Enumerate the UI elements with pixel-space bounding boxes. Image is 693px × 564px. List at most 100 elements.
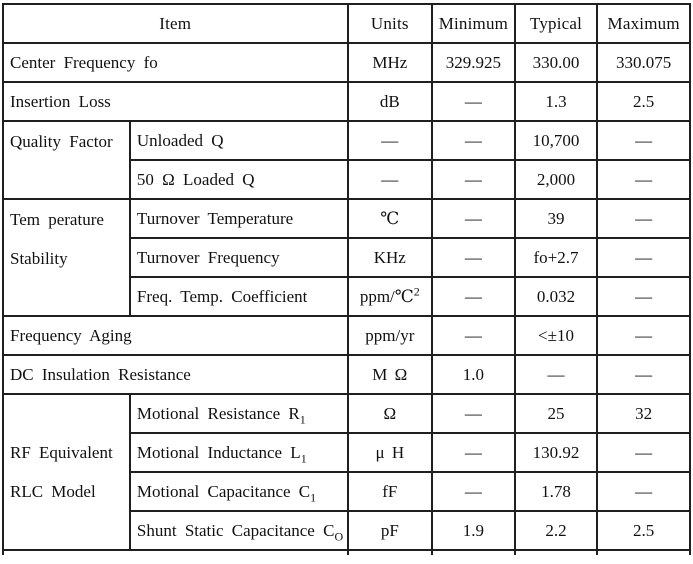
typ-cell: 25 xyxy=(513,393,599,434)
typ-cell: 10,700 xyxy=(513,120,599,161)
typ-cell: 2.2 xyxy=(513,510,599,551)
min-cell: — xyxy=(431,393,516,434)
group-label: Quality Factor xyxy=(10,131,113,151)
item-cell: 50 Ω Loaded Q xyxy=(128,159,349,200)
item-subscript: 1 xyxy=(310,489,317,504)
item-cell: DC Insulation Resistance xyxy=(2,354,349,395)
row-turnover-frequency: Turnover Frequency KHz — fo+2.7 — xyxy=(3,237,691,278)
item-cell: Motional Capacitance C1 xyxy=(128,471,349,512)
row-shunt-static-capacitance: Shunt Static Capacitance CO pF 1.9 2.2 2… xyxy=(3,510,691,551)
header-typical: Typical xyxy=(513,3,599,44)
typ-cell: — xyxy=(513,354,599,395)
units-cell: — xyxy=(346,159,434,200)
item-cell: Turnover Temperature xyxy=(128,198,349,239)
group-label-line2: RLC Model xyxy=(10,481,96,501)
max-cell: — xyxy=(596,237,691,278)
typ-cell: 130.92 xyxy=(513,432,599,473)
cutoff-cell xyxy=(596,549,691,555)
row-unloaded-q: Quality Factor Unloaded Q — — 10,700 — xyxy=(2,120,691,200)
units-cell: M Ω xyxy=(346,354,434,395)
min-cell: — xyxy=(431,159,516,200)
row-insertion-loss: Insertion Loss dB — 1.3 2.5 xyxy=(2,81,691,122)
header-units: Units xyxy=(346,3,434,44)
cutoff-cell xyxy=(2,549,349,555)
typ-cell: 39 xyxy=(513,198,599,239)
max-cell: — xyxy=(596,471,691,512)
row-center-frequency: Center Frequency fo MHz 329.925 330.00 3… xyxy=(2,42,691,83)
row-motional-inductance: Motional Inductance L1 μ H — 130.92 — xyxy=(3,432,691,473)
group-label-line1: Tem perature xyxy=(10,209,104,229)
units-cell: MHz xyxy=(346,42,434,83)
item-cell: Insertion Loss xyxy=(2,81,349,122)
max-cell: 2.5 xyxy=(596,81,691,122)
min-cell: — xyxy=(431,315,516,356)
max-cell: 330.075 xyxy=(596,42,691,83)
min-cell: — xyxy=(431,237,516,278)
header-item: Item xyxy=(2,3,349,44)
item-cell: Turnover Frequency xyxy=(128,237,349,278)
header-maximum: Maximum xyxy=(596,3,691,44)
units-cell: μ H xyxy=(346,432,434,473)
typ-cell: 1.3 xyxy=(513,81,599,122)
max-cell: — xyxy=(596,159,691,200)
cutoff-cell xyxy=(513,549,599,555)
row-motional-resistance: RF Equivalent RLC Model Motional Resista… xyxy=(2,393,691,551)
min-cell: — xyxy=(431,276,516,317)
units-cell: fF xyxy=(346,471,434,512)
typ-cell: 330.00 xyxy=(513,42,599,83)
group-label-line2: Stability xyxy=(10,248,68,268)
cutoff-cell xyxy=(346,549,434,555)
max-cell: 2.5 xyxy=(596,510,691,551)
typ-cell: fo+2.7 xyxy=(513,237,599,278)
max-cell: — xyxy=(596,276,691,317)
item-cell: Freq. Temp. Coefficient xyxy=(128,276,349,317)
min-cell: 1.0 xyxy=(431,354,516,395)
spec-table: Item Units Minimum Typical Maximum Cente… xyxy=(2,3,691,555)
units-cell: ℃ xyxy=(346,198,434,239)
units-text: ppm/℃ xyxy=(359,286,414,306)
typ-cell: 1.78 xyxy=(513,471,599,512)
max-cell: 32 xyxy=(596,393,691,434)
cutoff-next-row xyxy=(2,549,691,555)
max-cell: — xyxy=(596,432,691,473)
max-cell: — xyxy=(596,315,691,356)
row-frequency-aging: Frequency Aging ppm/yr — <±10 — xyxy=(2,315,691,356)
group-label-line1: RF Equivalent xyxy=(10,442,113,462)
max-cell: — xyxy=(596,120,691,161)
item-subscript: 1 xyxy=(300,450,307,465)
row-freq-temp-coefficient: Freq. Temp. Coefficient ppm/℃2 — 0.032 — xyxy=(3,276,691,317)
min-cell: — xyxy=(431,471,516,512)
group-cell-rf-equivalent-rlc-model: RF Equivalent RLC Model xyxy=(2,393,131,551)
item-subscript: 1 xyxy=(299,411,306,426)
item-cell: Shunt Static Capacitance CO xyxy=(128,510,349,551)
row-loaded-q: 50 Ω Loaded Q — — 2,000 — xyxy=(3,159,691,200)
item-cell: Frequency Aging xyxy=(2,315,349,356)
row-turnover-temperature: Tem perature Stability Turnover Temperat… xyxy=(2,198,691,317)
row-motional-capacitance: Motional Capacitance C1 fF — 1.78 — xyxy=(3,471,691,512)
item-cell: Motional Inductance L1 xyxy=(128,432,349,473)
header-row: Item Units Minimum Typical Maximum xyxy=(2,3,691,44)
item-text: Motional Inductance L xyxy=(136,442,301,462)
units-superscript: 2 xyxy=(413,283,420,298)
group-cell-temperature-stability: Tem perature Stability xyxy=(2,198,131,317)
item-cell: Motional Resistance R1 xyxy=(128,393,349,434)
item-cell: Unloaded Q xyxy=(128,120,349,161)
item-text: Shunt Static Capacitance C xyxy=(136,520,335,540)
max-cell: — xyxy=(596,354,691,395)
group-cell-quality-factor: Quality Factor xyxy=(2,120,131,200)
cutoff-cell xyxy=(431,549,516,555)
typ-cell: 0.032 xyxy=(513,276,599,317)
units-cell: pF xyxy=(346,510,434,551)
min-cell: 329.925 xyxy=(431,42,516,83)
units-cell: ppm/℃2 xyxy=(346,276,434,317)
units-cell: KHz xyxy=(346,237,434,278)
typ-cell: 2,000 xyxy=(513,159,599,200)
min-cell: — xyxy=(431,120,516,161)
units-cell: ppm/yr xyxy=(346,315,434,356)
row-dc-insulation-resistance: DC Insulation Resistance M Ω 1.0 — — xyxy=(2,354,691,395)
header-minimum: Minimum xyxy=(431,3,516,44)
units-cell: Ω xyxy=(346,393,434,434)
units-cell: — xyxy=(346,120,434,161)
min-cell: 1.9 xyxy=(431,510,516,551)
